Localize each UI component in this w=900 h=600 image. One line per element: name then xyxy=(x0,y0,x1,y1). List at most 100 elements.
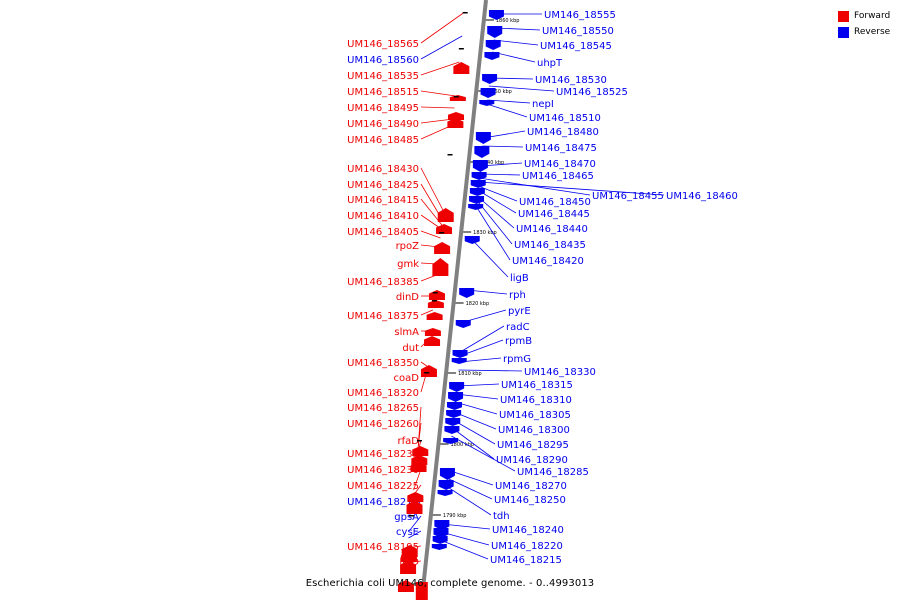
gene-label-reverse: rph xyxy=(509,290,526,301)
forward-feature xyxy=(397,580,414,592)
gene-label-reverse: UM146_18315 xyxy=(501,380,573,391)
gene-connector xyxy=(420,118,454,124)
genome-caption: Escherichia coli UM146, complete genome.… xyxy=(305,578,595,589)
gene-label-reverse: UM146_18510 xyxy=(529,113,601,124)
reverse-feature xyxy=(446,402,462,410)
gene-connector xyxy=(420,361,428,367)
gene-connector xyxy=(408,530,422,539)
gene-connector xyxy=(478,181,665,196)
gene-connector xyxy=(488,85,555,92)
gene-connector xyxy=(408,515,422,532)
gene-label-reverse: UM146_18290 xyxy=(496,455,568,466)
axis-mark xyxy=(416,440,422,442)
reverse-feature xyxy=(482,74,498,84)
gene-connector xyxy=(452,419,496,445)
gene-connector xyxy=(420,167,444,212)
forward-feature xyxy=(434,242,451,254)
axis-end-feature xyxy=(415,582,428,600)
gene-label-reverse: UM146_18475 xyxy=(525,143,597,154)
gene-label-reverse: UM146_18215 xyxy=(490,555,562,566)
gene-label-reverse: radC xyxy=(506,322,530,333)
gene-label-reverse: UM146_18530 xyxy=(535,75,607,86)
gene-label-forward: UM146_18225 xyxy=(347,481,419,492)
axis-mark xyxy=(432,292,438,294)
forward-feature xyxy=(447,118,464,128)
gene-label-reverse: UM146_18270 xyxy=(495,481,567,492)
gene-label-forward: UM146_18195 xyxy=(347,542,419,553)
reverse-feature xyxy=(469,188,485,196)
gene-label-reverse: UM146_18455 xyxy=(592,191,664,202)
axis-mark xyxy=(447,154,453,156)
gene-connector xyxy=(420,124,453,140)
reverse-feature xyxy=(446,410,462,418)
gene-label-forward: UM146_18410 xyxy=(347,211,419,222)
gene-connector xyxy=(475,205,511,261)
gene-label-reverse: UM146_18300 xyxy=(498,425,570,436)
legend-label-forward: Forward xyxy=(854,11,891,21)
gene-connector xyxy=(413,468,422,491)
forward-feature xyxy=(420,365,437,377)
tick-label: 1790 kbp xyxy=(443,513,467,519)
gene-label-reverse: UM146_18470 xyxy=(524,159,596,170)
gene-label-reverse: tdh xyxy=(493,511,510,522)
gene-label-forward: UM146_18430 xyxy=(347,164,419,175)
axis-mark xyxy=(462,12,468,14)
gene-label-forward: UM146_18515 xyxy=(347,87,419,98)
gene-label-forward: UM146_18565 xyxy=(347,39,419,50)
axis-mark xyxy=(424,372,430,374)
forward-feature xyxy=(428,290,445,300)
forward-feature xyxy=(436,224,453,234)
gene-label-forward: UM146_18320 xyxy=(347,388,419,399)
gene-connector xyxy=(460,325,505,353)
gene-label-reverse: UM146_18460 xyxy=(666,191,738,202)
gene-connector xyxy=(440,539,489,560)
tick-label: 1830 kbp xyxy=(473,230,497,236)
gene-label-forward: UM146_18350 xyxy=(347,358,419,369)
tick-label: 1800 kbp xyxy=(450,442,474,448)
legend-item-reverse: Reverse xyxy=(838,24,890,40)
gene-connector xyxy=(487,99,531,104)
gene-label-reverse: UM146_18550 xyxy=(542,26,614,37)
gene-connector xyxy=(478,177,591,196)
reverse-feature xyxy=(432,536,448,544)
reverse-feature xyxy=(471,172,487,180)
gene-label-forward: UM146_18560 xyxy=(347,55,419,66)
reverse-feature xyxy=(439,468,455,480)
forward-feature xyxy=(400,560,417,574)
gene-label-forward: coaD xyxy=(394,373,420,384)
reverse-feature xyxy=(487,26,503,38)
gene-label-reverse: rpmB xyxy=(505,336,532,347)
axis-mark xyxy=(431,300,437,302)
reverse-swatch xyxy=(838,26,849,38)
gene-label-forward: UM146_18535 xyxy=(347,71,419,82)
gene-connector xyxy=(492,51,536,63)
forward-feature xyxy=(448,112,465,120)
axis-mark xyxy=(408,515,414,517)
forward-feature xyxy=(424,336,441,346)
gene-label-reverse: UM146_18330 xyxy=(524,367,596,378)
gene-label-reverse: nepI xyxy=(532,99,554,110)
gene-connector xyxy=(441,523,491,530)
reverse-feature xyxy=(438,480,454,490)
gene-connector xyxy=(420,309,433,316)
gene-connector xyxy=(440,531,490,546)
gene-label-forward: gmk xyxy=(397,259,419,270)
gene-label-reverse: UM146_18445 xyxy=(518,209,590,220)
reverse-feature xyxy=(479,100,495,106)
forward-feature xyxy=(437,208,454,222)
gene-connector xyxy=(494,27,541,31)
gene-label-forward: UM146_18385 xyxy=(347,277,419,288)
forward-feature xyxy=(453,62,470,74)
gene-label-reverse: UM146_18545 xyxy=(540,41,612,52)
reverse-feature xyxy=(444,426,460,434)
reverse-feature xyxy=(443,438,459,444)
gene-label-reverse: UM146_18435 xyxy=(514,240,586,251)
reverse-feature xyxy=(484,52,500,60)
legend: Forward Reverse xyxy=(838,8,890,40)
gene-connector xyxy=(445,485,492,516)
gene-label-forward: UM146_18260 xyxy=(347,419,419,430)
reverse-feature xyxy=(431,544,447,550)
gene-connector xyxy=(420,61,460,76)
gene-label-forward: UM146_18490 xyxy=(347,119,419,130)
